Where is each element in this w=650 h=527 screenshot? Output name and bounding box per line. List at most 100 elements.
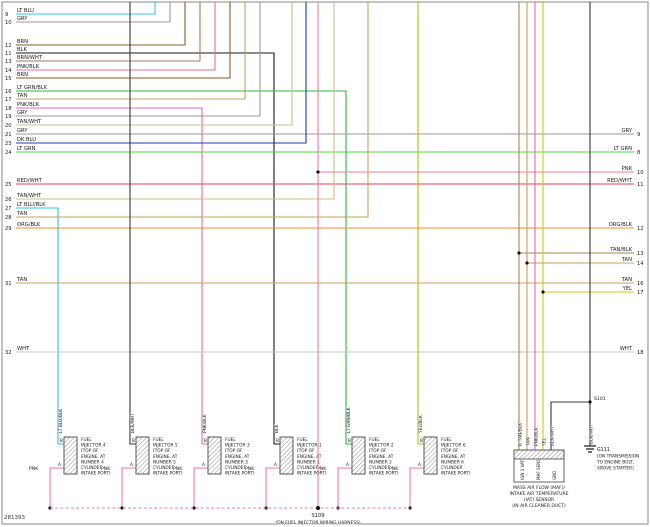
injector-caption: (TOP OF — [153, 448, 171, 454]
splice-dot — [316, 506, 320, 510]
maf-wire-color-rotated: D TAN/BLK — [518, 423, 524, 446]
injector-caption: INTAKE PORT) — [153, 471, 183, 477]
left-pin-number: 10 — [5, 20, 12, 26]
injector-pin-b: B — [420, 438, 423, 443]
injector-caption: NUMBER 2 — [369, 459, 392, 465]
injector-caption: (TOP OF — [369, 448, 387, 454]
injector-caption: NUMBER 3 — [225, 459, 248, 465]
fuel-injector-1-connector-hatch — [279, 436, 294, 475]
injector-pink-label: PNK — [317, 466, 327, 472]
injector-caption: INTAKE PORT) — [369, 471, 399, 477]
injector-caption: CYLINDER — [297, 465, 318, 471]
maf-caption: (IAT) SENSOR — [524, 497, 554, 503]
left-wire-color-label: TAN — [16, 277, 27, 283]
injector-pink-label: PNK — [245, 466, 255, 472]
left-wire-color-label: DK BLU — [17, 137, 36, 143]
injector-caption: INJECTOR 6 — [441, 443, 466, 449]
left-pin-number: 26 — [5, 197, 12, 203]
wire-pnk-injector-feed — [409, 467, 424, 508]
injector-caption: INJECTOR 2 — [369, 443, 394, 449]
injector-caption: NUMBER 1 — [297, 459, 320, 465]
wire-tan — [16, 2, 246, 100]
splice-dot — [316, 170, 320, 174]
left-wire-color-label: GRY — [17, 128, 28, 134]
left-pin-number: 13 — [5, 59, 12, 65]
left-pin-number: 21 — [5, 132, 12, 138]
injector-caption: (TOP OF — [225, 448, 243, 454]
maf-caption: INTAKE AIR TEMPERATURE — [509, 491, 568, 497]
wire-pnk-injector-feed — [121, 467, 136, 508]
right-pin-number: 14 — [637, 261, 644, 267]
left-wire-color-label: BRN — [17, 72, 28, 78]
wire-lt-blu — [16, 2, 156, 15]
left-pin-number: 16 — [5, 89, 12, 95]
wire-blk-wht — [129, 2, 136, 445]
s101-label: S101 — [594, 396, 606, 402]
splice-dot — [120, 506, 124, 510]
left-pin-number: 20 — [5, 123, 12, 129]
injector-wire-color-rotated: YEL/BLK — [418, 415, 424, 434]
right-wire-color-label: TAN — [621, 257, 632, 263]
maf-wire-color-rotated: PNK/BLK — [534, 427, 540, 446]
fuel-injector-5-connector-hatch — [135, 436, 150, 475]
s109-label: S109 — [311, 513, 324, 519]
injector-caption: (TOP OF — [81, 448, 99, 454]
left-pin-number: 27 — [5, 206, 12, 212]
left-wire-color-label: GRY — [17, 110, 28, 116]
injector-wire-color-rotated: BLK/WHT — [130, 413, 136, 433]
wire-pnk-injector-feed — [49, 467, 64, 508]
injector-caption: CYLINDER — [225, 465, 246, 471]
wire-tan-wht — [16, 2, 335, 200]
wire-pnk-blk — [16, 2, 216, 71]
injector-caption: NUMBER 4 — [81, 459, 104, 465]
injector-caption: CYLINDER — [81, 465, 102, 471]
right-wire-color-label: TAN/BLK — [609, 247, 632, 253]
injector-caption: FUEL — [81, 437, 92, 443]
injector-caption: INTAKE PORT) — [441, 471, 471, 477]
left-wire-color-label: LT BLU/BLK — [17, 202, 46, 208]
injector-wire-color-rotated: LT GRN/BLK — [346, 407, 352, 433]
injector-pin-a: A — [418, 462, 421, 467]
wire-brn — [16, 2, 186, 46]
maf-wire-color-rotated: TAN — [526, 437, 532, 447]
maf-pin-label: GND — [552, 471, 557, 480]
injector-caption: ENGINE, AT — [153, 454, 178, 460]
wire-pnk-blk — [16, 107, 208, 445]
wire-gry — [16, 2, 261, 117]
left-pin-number: 25 — [5, 182, 12, 188]
injector-wire-color-rotated: BLK — [274, 425, 280, 433]
wire-pnk-injector-feed — [265, 467, 280, 508]
right-wire-color-label: GRY — [622, 128, 633, 134]
injector-pink-label: PNK — [29, 466, 39, 472]
left-wire-color-label: LT GRN/BLK — [17, 85, 48, 91]
left-pin-number: 32 — [5, 350, 12, 356]
right-pin-number: 9 — [637, 132, 640, 138]
injector-caption: INJECTOR 3 — [225, 443, 250, 449]
wire-brn-wht — [16, 2, 201, 62]
left-wire-color-label: LT BLU — [17, 8, 34, 14]
injector-pink-label: PNK — [101, 466, 111, 472]
wire-lt-grn-blk — [16, 90, 352, 445]
left-pin-number: 31 — [5, 281, 12, 287]
injector-caption: ENGINE, AT — [297, 454, 322, 460]
injector-caption: ENGINE, AT — [225, 454, 250, 460]
splice-dot — [517, 251, 521, 255]
right-pin-number: 8 — [637, 150, 640, 156]
left-wire-color-label: BRN — [17, 39, 28, 45]
left-wire-color-label: BRN/WHT — [17, 55, 43, 61]
left-wire-color-label: RED/WHT — [17, 178, 43, 184]
injector-caption: (TOP OF — [297, 448, 315, 454]
left-pin-number: 29 — [5, 226, 12, 232]
injector-pin-b: B — [276, 438, 279, 443]
right-wire-color-label: LT GRN — [614, 146, 633, 152]
left-pin-number: 28 — [5, 215, 12, 221]
injector-caption: INJECTOR 1 — [297, 443, 322, 449]
right-pin-number: 17 — [637, 290, 644, 296]
right-pin-number: 13 — [637, 251, 644, 257]
injector-pin-b: B — [204, 438, 207, 443]
left-wire-color-label: TAN — [16, 211, 27, 217]
injector-caption: (TOP OF — [441, 448, 459, 454]
injector-pin-a: A — [58, 462, 61, 467]
injector-pin-b: B — [60, 438, 63, 443]
maf-pin-label: MAF SENS — [536, 459, 541, 480]
